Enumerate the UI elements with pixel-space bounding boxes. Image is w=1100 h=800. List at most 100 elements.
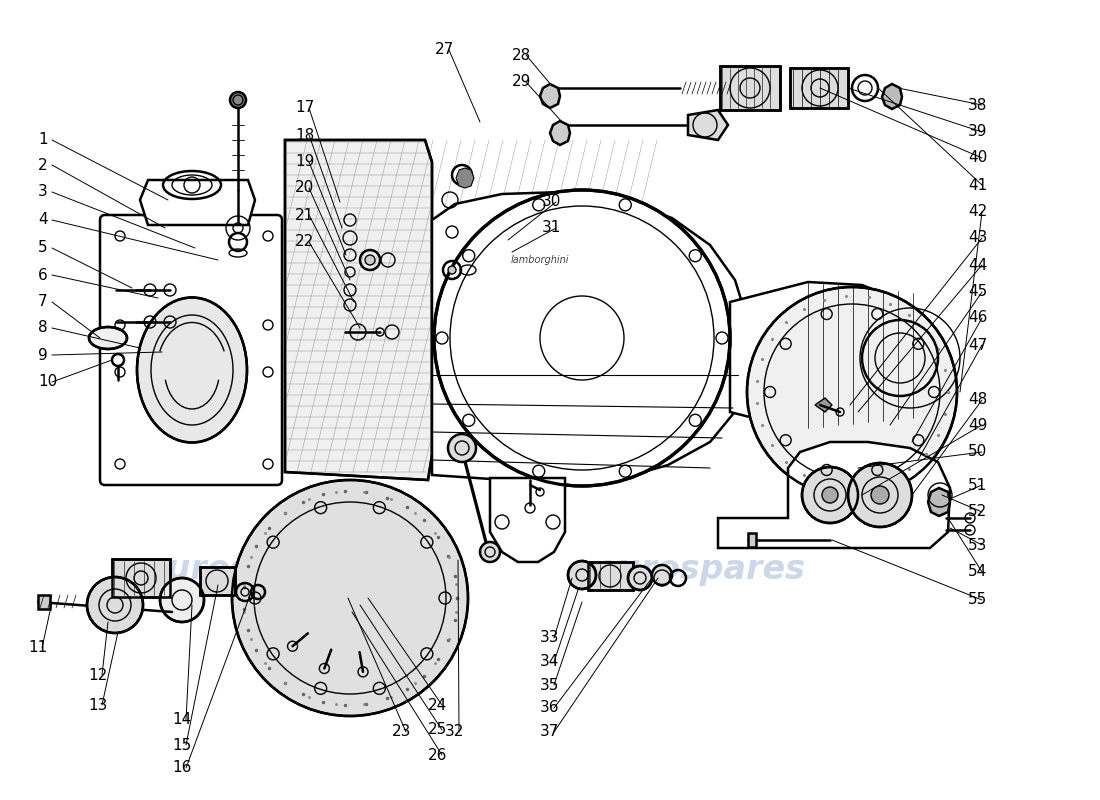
Text: 27: 27 — [434, 42, 454, 58]
Bar — [588, 562, 632, 590]
Polygon shape — [748, 533, 756, 547]
Text: 16: 16 — [172, 761, 191, 775]
Text: 2: 2 — [39, 158, 47, 173]
Bar — [112, 559, 170, 597]
Text: 48: 48 — [968, 393, 988, 407]
Text: 50: 50 — [968, 445, 988, 459]
Polygon shape — [882, 84, 902, 109]
Text: 21: 21 — [295, 207, 315, 222]
Polygon shape — [815, 398, 832, 412]
Text: 40: 40 — [968, 150, 988, 166]
Text: eurospares: eurospares — [594, 554, 805, 586]
Text: 36: 36 — [540, 701, 560, 715]
Text: lamborghini: lamborghini — [510, 255, 570, 265]
Polygon shape — [432, 192, 750, 482]
Circle shape — [628, 566, 652, 590]
Text: 5: 5 — [39, 241, 47, 255]
Text: 32: 32 — [446, 725, 464, 739]
Text: 38: 38 — [968, 98, 988, 113]
Text: 52: 52 — [968, 505, 988, 519]
Polygon shape — [140, 180, 255, 225]
Text: 10: 10 — [39, 374, 57, 390]
Text: eurospares: eurospares — [144, 554, 355, 586]
Text: 26: 26 — [428, 747, 448, 762]
Bar — [588, 562, 632, 590]
Polygon shape — [39, 595, 50, 609]
Text: 34: 34 — [540, 654, 560, 670]
Text: 53: 53 — [968, 538, 988, 553]
Text: 31: 31 — [542, 221, 561, 235]
Circle shape — [822, 487, 838, 503]
Text: 22: 22 — [295, 234, 315, 250]
Polygon shape — [540, 84, 560, 108]
Text: 35: 35 — [540, 678, 560, 693]
Bar — [200, 567, 235, 595]
Bar — [200, 567, 235, 595]
Text: 49: 49 — [968, 418, 988, 433]
Text: 20: 20 — [295, 181, 315, 195]
Circle shape — [232, 480, 468, 716]
Text: 12: 12 — [88, 667, 108, 682]
Circle shape — [160, 578, 204, 622]
Circle shape — [568, 561, 596, 589]
Circle shape — [87, 577, 143, 633]
Text: 7: 7 — [39, 294, 47, 310]
Text: 47: 47 — [968, 338, 988, 353]
Text: eurospares: eurospares — [144, 343, 355, 377]
Polygon shape — [928, 488, 950, 516]
Circle shape — [434, 190, 730, 486]
Text: 43: 43 — [968, 230, 988, 246]
Text: eurospares: eurospares — [594, 343, 805, 377]
Bar — [790, 68, 848, 108]
Circle shape — [848, 463, 912, 527]
Bar — [790, 68, 848, 108]
Text: 25: 25 — [428, 722, 448, 738]
Text: 8: 8 — [39, 321, 47, 335]
Text: 41: 41 — [968, 178, 988, 193]
Text: 28: 28 — [512, 47, 531, 62]
Text: 51: 51 — [968, 478, 988, 493]
Text: 54: 54 — [968, 565, 988, 579]
Polygon shape — [688, 110, 728, 140]
Text: 18: 18 — [295, 127, 315, 142]
Text: 9: 9 — [39, 347, 47, 362]
Text: 23: 23 — [392, 725, 411, 739]
Text: 33: 33 — [540, 630, 560, 646]
Polygon shape — [550, 121, 570, 145]
Text: 55: 55 — [968, 593, 988, 607]
Circle shape — [871, 486, 889, 504]
Polygon shape — [730, 282, 928, 432]
Polygon shape — [456, 168, 474, 188]
Circle shape — [365, 255, 375, 265]
Text: 17: 17 — [295, 101, 315, 115]
Ellipse shape — [89, 327, 127, 349]
Text: 3: 3 — [39, 185, 47, 199]
Circle shape — [448, 266, 456, 274]
Circle shape — [230, 92, 246, 108]
Circle shape — [747, 287, 957, 497]
Text: 45: 45 — [968, 285, 988, 299]
Text: 30: 30 — [542, 194, 561, 210]
Ellipse shape — [138, 298, 248, 442]
Circle shape — [480, 542, 501, 562]
Bar — [720, 66, 780, 110]
Bar — [720, 66, 780, 110]
FancyBboxPatch shape — [100, 215, 282, 485]
Text: 19: 19 — [295, 154, 315, 170]
Bar — [112, 559, 170, 597]
Polygon shape — [718, 442, 950, 548]
Text: 24: 24 — [428, 698, 448, 713]
Circle shape — [652, 565, 672, 585]
Text: 6: 6 — [39, 267, 47, 282]
Polygon shape — [285, 140, 432, 480]
Text: 1: 1 — [39, 133, 47, 147]
Circle shape — [802, 467, 858, 523]
Text: 39: 39 — [968, 125, 988, 139]
Text: 44: 44 — [968, 258, 988, 273]
Text: 15: 15 — [172, 738, 191, 753]
Text: 29: 29 — [512, 74, 531, 90]
Text: 42: 42 — [968, 205, 988, 219]
Text: 14: 14 — [172, 713, 191, 727]
Text: 46: 46 — [968, 310, 988, 326]
Text: 4: 4 — [39, 213, 47, 227]
